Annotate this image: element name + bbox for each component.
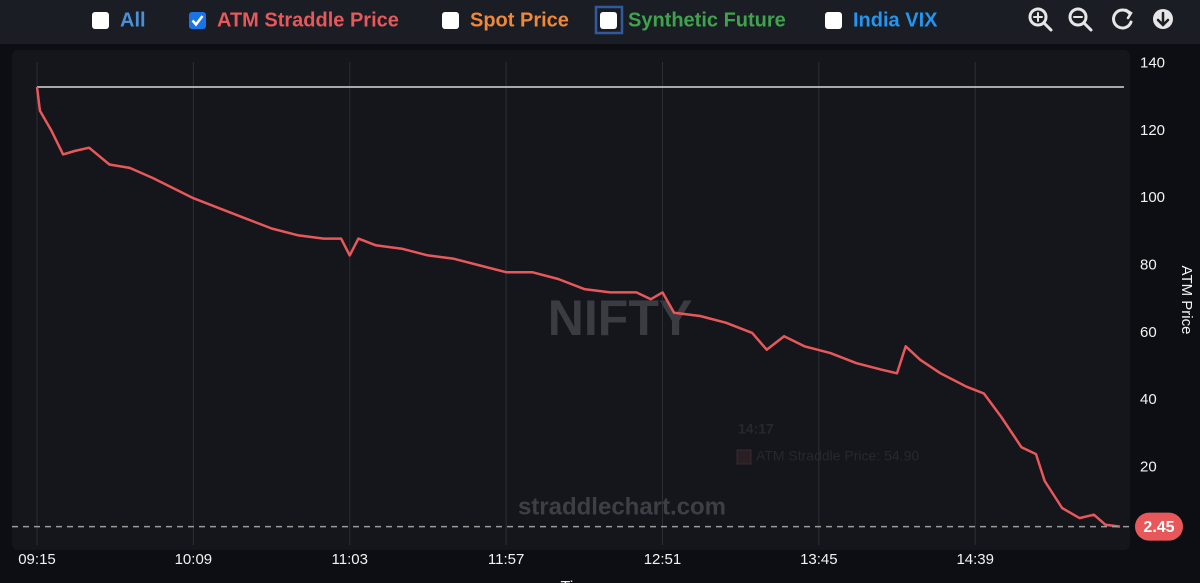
legend-item[interactable]: ATM Straddle Price (189, 9, 399, 31)
legend-label: All (120, 9, 146, 31)
y-tick-label: 80 (1140, 256, 1157, 273)
site-watermark: straddlechart.com (518, 493, 726, 520)
plot: NIFTY straddlechart.com 14:17 ATM Straddle … (12, 54, 1195, 583)
plot-area (12, 50, 1130, 550)
y-tick-label: 120 (1140, 122, 1165, 139)
y-axis-label: ATM Price (1178, 266, 1195, 335)
checkbox[interactable] (442, 12, 459, 29)
x-tick-label: 12:51 (644, 551, 682, 568)
legend-label: ATM Straddle Price (217, 9, 399, 31)
tooltip-text: ATM Straddle Price: 54.90 (756, 448, 919, 464)
tooltip-swatch (736, 449, 752, 465)
legend-label: India VIX (853, 9, 938, 31)
legend-label: Synthetic Future (628, 9, 786, 31)
checkbox[interactable] (825, 12, 842, 29)
download-button[interactable] (1153, 9, 1173, 29)
x-axis-label: Time (561, 579, 596, 583)
x-tick-label: 10:09 (175, 551, 213, 568)
watermark: NIFTY (548, 290, 692, 346)
legend-item[interactable]: All (92, 9, 146, 31)
legend-item[interactable]: India VIX (825, 9, 938, 31)
y-tick-label: 40 (1140, 391, 1157, 408)
last-value-badge (1135, 512, 1183, 541)
checkbox[interactable] (92, 12, 109, 29)
legend: All ATM Straddle Price Spot Price Synthetic… (92, 5, 938, 35)
legend-item[interactable]: Spot Price (442, 9, 569, 31)
y-tick-label: 60 (1140, 324, 1157, 341)
checkbox[interactable] (600, 12, 617, 29)
x-tick-label: 14:39 (956, 551, 994, 568)
y-tick-label: 140 (1140, 54, 1165, 71)
toolbar-icons (1028, 7, 1173, 32)
tooltip-time: 14:17 (738, 421, 774, 437)
zoom-in-button[interactable] (1028, 7, 1053, 32)
y-tick-label: 20 (1140, 459, 1157, 476)
y-tick-label: 100 (1140, 189, 1165, 206)
legend-label: Spot Price (470, 9, 569, 31)
checkmark (191, 15, 204, 27)
legend-item[interactable]: Synthetic Future (594, 5, 786, 35)
last-value-label: 2.45 (1143, 519, 1174, 536)
x-tick-label: 11:57 (488, 551, 524, 568)
zoom-out-button[interactable] (1068, 7, 1093, 32)
x-tick-label: 13:45 (800, 551, 838, 568)
reset-button[interactable] (1112, 8, 1133, 30)
x-tick-label: 09:15 (18, 551, 56, 568)
focus-ring (594, 5, 624, 35)
x-tick-label: 11:03 (332, 551, 368, 568)
series-line (35, 86, 1121, 528)
